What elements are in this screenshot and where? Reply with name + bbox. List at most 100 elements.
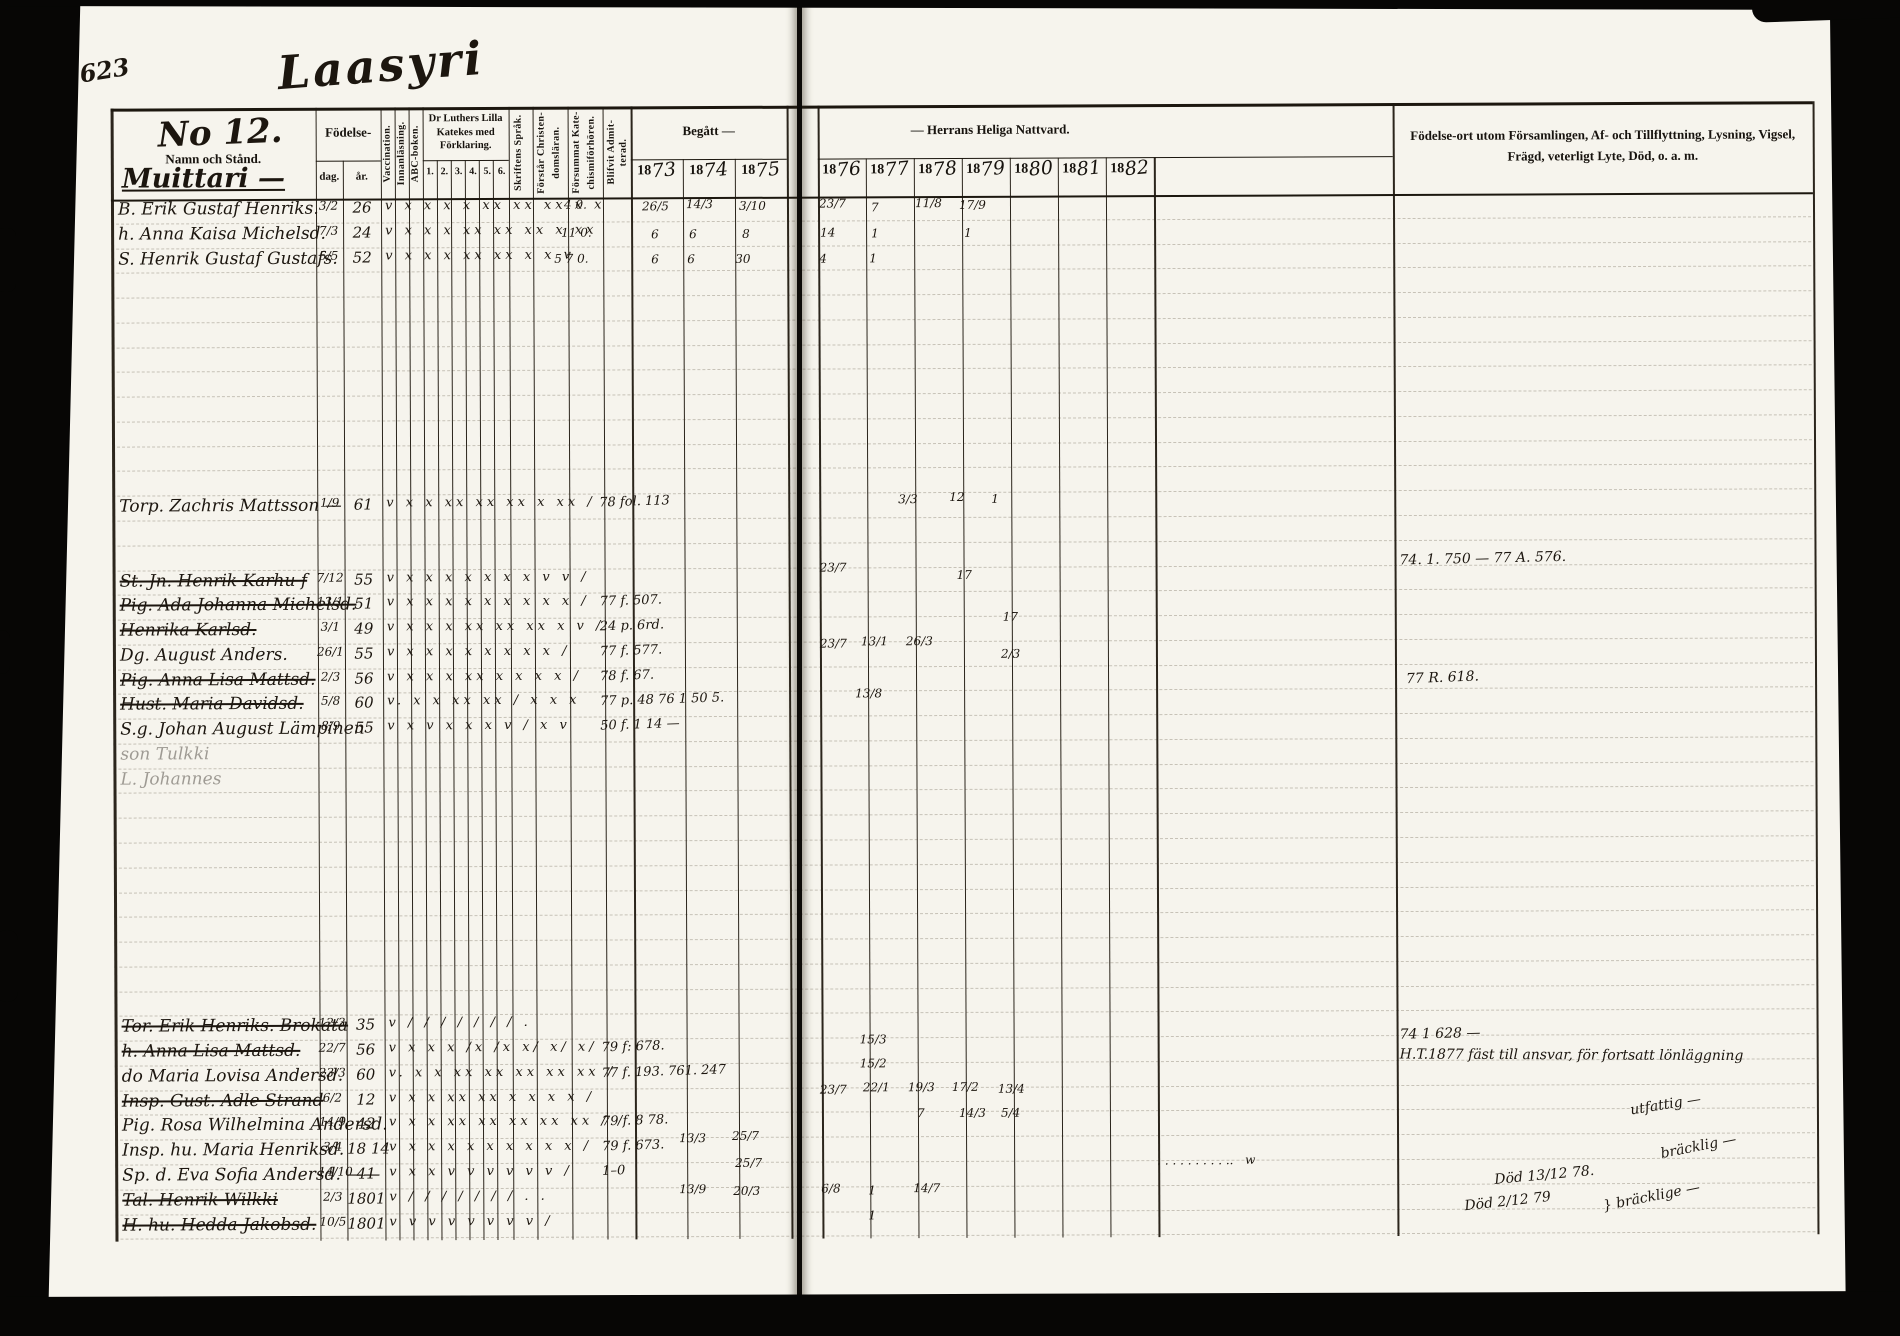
row-name: Torp. Zachris Mattsson — (119, 495, 342, 517)
notes-column-header: Födelse-ort utom Församlingen, Af- och T… (1410, 126, 1796, 164)
record-number: No 12. (156, 110, 284, 156)
scatter-mark: 14/3 (958, 1105, 986, 1120)
scatter-mark: 17/2 (951, 1079, 979, 1094)
row-birth-year: 61 (353, 495, 373, 514)
row-name: son Tulkki (120, 744, 210, 765)
catechism-number-row: 1. 2. 3. 4. 5. 6. (423, 162, 509, 198)
row-birth-year: 60 (356, 1065, 376, 1084)
row-birth-day: 5/8 (320, 694, 341, 709)
row-birth-day: 22/7 (318, 1040, 346, 1055)
catechism-number: 5. (483, 165, 492, 178)
row-name: Pig. Rosa Wilhelmina Andersd. (121, 1114, 388, 1137)
birth-day-header: dag. (319, 170, 340, 183)
row-name: St. Jn. Henrik Karhu f (119, 570, 308, 592)
row-check-marks: v x x x x x x x x / (386, 643, 571, 660)
vaccination-column-header: Vaccination. (381, 124, 393, 183)
scatter-mark: 13/4 (997, 1081, 1025, 1096)
year-cell: 18 79 (966, 156, 1007, 181)
scatter-mark: 6 (651, 252, 659, 267)
row-check-marks: v x x x xx xx xx x v / (386, 618, 605, 635)
row-birth-year: 12 (356, 1090, 376, 1109)
communion-header-right: — Herrans Heliga Nattvard. (910, 121, 1070, 138)
scatter-mark: 5/4 (1000, 1105, 1021, 1120)
catechism-column-header: Dr Luthers Lilla Katekes med Förklaring. (428, 112, 503, 152)
row-admitted-note: 79 f. 8 78. (601, 1112, 669, 1130)
year-cell: 18 78 (918, 156, 959, 182)
row-name: Pig. Anna Lisa Mattsd. (120, 669, 316, 691)
scatter-mark: 1 (991, 491, 999, 506)
scatter-mark: 23/7 (819, 560, 847, 575)
row-check-marks: v. x x xx xx xx xx xx / (388, 1064, 617, 1081)
year-cell: 18 80 (1014, 156, 1055, 181)
admitted-column-header-line2: terad. (617, 138, 629, 167)
scatter-mark: 1 (868, 1208, 877, 1223)
catechism-number: 1. (426, 166, 434, 178)
row-name: Insp. hu. Maria Henriksd. (122, 1139, 345, 1161)
scatter-mark: 20/3 (733, 1183, 761, 1198)
row-check-marks: v v v v v v v v / (389, 1213, 554, 1230)
row-birth-day: 23/3 (318, 1065, 346, 1080)
row-check-marks: v x x x x x x x v v / (386, 569, 590, 586)
year-row-right: 18 76 18 77 18 78 18 79 18 80 18 81 18 82 (818, 156, 1154, 196)
row-name: Henrika Karlsd. (119, 620, 257, 641)
row-name: Sp. d. Eva Sofia Andersd. —— (122, 1164, 381, 1186)
row-birth-day: 2/3 (320, 669, 341, 684)
scan-blot-left-3 (0, 930, 18, 1002)
book-title-script: Laasyri (275, 30, 487, 101)
row-name: do Maria Lovisa Andersd. (121, 1065, 344, 1087)
scatter-mark: 12 (949, 489, 965, 505)
admitted-column-header-line1: Blifvit Admit- (605, 120, 617, 185)
row-birth-day: 14/10 (318, 1164, 353, 1179)
birth-column-header: Födelse- (325, 124, 372, 140)
scatter-mark: 14 (820, 225, 836, 240)
year-cell: 18 82 (1110, 156, 1151, 181)
row-birth-year: 60 (354, 693, 374, 712)
row-birth-day: 3/2 (318, 198, 339, 213)
row-name: Pig. Ada Johanna Michelsd. (119, 594, 357, 616)
family-surname-script: Muittari — (121, 162, 286, 195)
row-check-marks: v x x xx xx xx xx xx / / (388, 1113, 627, 1130)
scatter-mark: 1 (964, 225, 972, 240)
scatter-mark: 15/2 (859, 1056, 887, 1071)
row-birth-year: 18 14 (347, 1139, 391, 1158)
scatter-mark: 4 (819, 251, 827, 266)
row-admitted-note: 77 p. 48 76 1 50 5. (599, 690, 725, 710)
row-admitted-note: 77 f. 193. 761. 247 (601, 1062, 727, 1082)
row-check-marks: v x x x /x /x x/ x/ x/ (388, 1039, 598, 1056)
row-birth-year: 24 (352, 223, 372, 242)
row-birth-year: 1801 (347, 1214, 386, 1233)
row-birth-year: 26 (352, 198, 372, 217)
scatter-mark: 6 (687, 252, 695, 267)
row-birth-day: 8/9 (321, 718, 341, 733)
row-name: Insp. Gust. Adle Strand (121, 1090, 324, 1112)
row-birth-day: 7/12 (316, 570, 344, 585)
row-birth-day: 2/3 (323, 1189, 343, 1204)
scatter-mark: 6 (689, 227, 697, 242)
year-cell: 18 76 (822, 157, 863, 182)
reading-column-header: Innanläsning. (395, 121, 407, 186)
row-birth-year: 55 (354, 570, 374, 589)
row-admitted-note: 79 f. 673. (601, 1137, 665, 1155)
scatter-mark: 6 (651, 227, 659, 242)
row-name: H. hu. Hedda Jakobsd. (122, 1214, 317, 1236)
book-gutter (797, 0, 802, 1336)
year-cell: 18 81 (1062, 156, 1103, 181)
row-check-marks: v x x x xx x x x x / (386, 668, 582, 685)
row-birth-year: 41 (356, 1164, 376, 1183)
row-birth-day: 26/1 (316, 644, 344, 659)
scatter-mark: 1 (871, 226, 879, 241)
year-row-left: 18 73 18 74 18 75 (631, 157, 787, 198)
year-cell: 18 75 (741, 157, 782, 182)
row-name: Tor. Erik Henriks. Brokata (121, 1016, 349, 1038)
row-admitted-note: 24 p. 6rd. (599, 617, 665, 635)
scatter-mark: 30 (735, 251, 751, 266)
scatter-mark: 15/3 (859, 1032, 887, 1047)
row-birth-day: 10/5 (319, 1214, 347, 1229)
scan-edge-bottom (0, 1290, 1900, 1336)
row-name: Dg. August Anders. (119, 644, 288, 666)
row-admitted-note: 77 f. 507. (599, 592, 663, 610)
scatter-mark: 22/1 (862, 1080, 890, 1095)
catechism-number: 4. (469, 166, 477, 178)
scatter-mark: 25/7 (735, 1155, 763, 1170)
row-birth-year: 52 (352, 248, 372, 267)
